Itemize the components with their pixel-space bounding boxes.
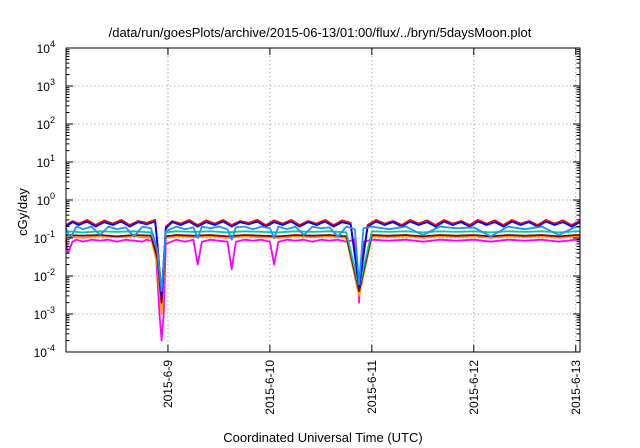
y-tick-label: 10-4 xyxy=(34,343,55,360)
x-tick-label: 2015-6-13 xyxy=(569,360,583,415)
x-tick-label: 2015-6-9 xyxy=(161,360,175,408)
y-tick-label: 104 xyxy=(37,39,55,56)
x-tick-label: 2015-6-10 xyxy=(263,360,277,415)
series-line xyxy=(65,225,581,293)
y-tick-label: 10-2 xyxy=(34,267,55,284)
y-tick-label: 101 xyxy=(37,153,55,170)
x-tick-label: 2015-6-11 xyxy=(365,360,379,414)
y-tick-label: 102 xyxy=(37,115,55,132)
y-axis-label: cGy/day xyxy=(15,188,30,236)
series-line xyxy=(65,220,581,297)
series-lines xyxy=(65,218,581,342)
y-tick-label: 100 xyxy=(37,191,55,208)
y-tick-label: 10-3 xyxy=(34,305,55,322)
x-axis-ticks: 2015-6-9 2015-6-10 2015-6-11 2015-6-12 2015-… xyxy=(161,48,583,415)
x-axis-label: Coordinated Universal Time (UTC) xyxy=(223,430,422,445)
y-axis-ticks: 10-4 10-3 10-2 10-1 100 101 102 103 104 xyxy=(34,39,580,360)
chart-title: /data/run/goesPlots/archive/2015-06-13/0… xyxy=(109,25,532,40)
y-tick-label: 103 xyxy=(37,77,55,94)
series-line xyxy=(65,238,580,342)
y-tick-label: 10-1 xyxy=(34,229,55,246)
series-line xyxy=(65,218,581,297)
series-line xyxy=(65,234,580,304)
grid-lines xyxy=(66,48,580,352)
x-tick-label: 2015-6-12 xyxy=(467,360,481,415)
series-line xyxy=(65,235,580,315)
